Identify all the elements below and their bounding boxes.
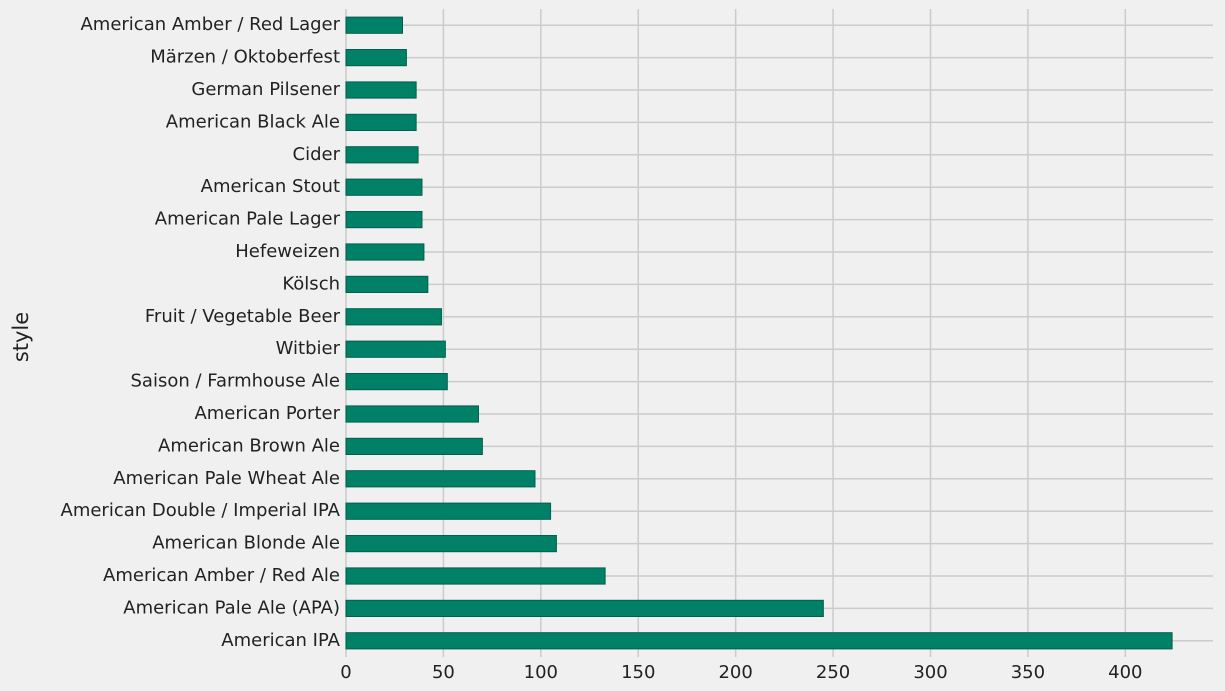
bar	[345, 599, 824, 617]
bar	[345, 211, 423, 229]
bar	[345, 308, 442, 326]
y-tick-label: American Pale Lager	[155, 209, 341, 230]
bar	[345, 437, 483, 455]
y-tick-label: American Double / Imperial IPA	[61, 500, 341, 521]
x-tick-label: 200	[718, 662, 752, 683]
bar	[345, 632, 1173, 650]
y-tick-label: Märzen / Oktoberfest	[150, 47, 340, 68]
x-tick-label: 0	[340, 662, 351, 683]
bar	[345, 16, 404, 34]
y-tick-label: Cider	[293, 144, 341, 165]
y-tick-label: American Black Ale	[166, 111, 340, 132]
bar	[345, 275, 429, 293]
y-tick-label: American Blonde Ale	[152, 533, 340, 554]
x-tick-label: 250	[816, 662, 850, 683]
x-tick-label: 350	[1011, 662, 1045, 683]
bar	[345, 567, 606, 585]
bar	[345, 178, 423, 196]
y-axis-label: style	[9, 312, 33, 362]
y-tick-label: American Pale Wheat Ale	[113, 468, 340, 489]
x-tick-label: 400	[1108, 662, 1142, 683]
y-tick-label: American IPA	[221, 630, 340, 651]
bar	[345, 470, 536, 488]
bar	[345, 502, 552, 520]
bar	[345, 405, 479, 423]
y-tick-label: American Pale Ale (APA)	[123, 597, 340, 618]
y-tick-label: Hefeweizen	[235, 241, 340, 262]
y-tick-label: Saison / Farmhouse Ale	[130, 371, 340, 392]
bar	[345, 340, 446, 358]
y-tick-label: American Stout	[201, 176, 340, 197]
y-tick-label: Kölsch	[282, 273, 340, 294]
x-tick-label: 150	[621, 662, 655, 683]
y-tick-label: American Amber / Red Lager	[80, 14, 340, 35]
y-tick-label: American Porter	[194, 403, 340, 424]
bar	[345, 81, 417, 99]
x-tick-label: 300	[913, 662, 947, 683]
bar	[345, 373, 448, 391]
y-tick-label: American Amber / Red Ale	[103, 565, 340, 586]
bar	[345, 113, 417, 132]
y-tick-label: American Brown Ale	[158, 435, 340, 456]
x-tick-label: 50	[432, 662, 455, 683]
y-tick-label: Fruit / Vegetable Beer	[145, 306, 341, 327]
bar	[345, 243, 425, 261]
y-tick-label: Witbier	[276, 338, 341, 359]
bar	[345, 49, 407, 67]
x-tick-label: 100	[524, 662, 558, 683]
bar	[345, 146, 419, 164]
bar	[345, 535, 557, 553]
y-tick-label: German Pilsener	[191, 79, 340, 100]
